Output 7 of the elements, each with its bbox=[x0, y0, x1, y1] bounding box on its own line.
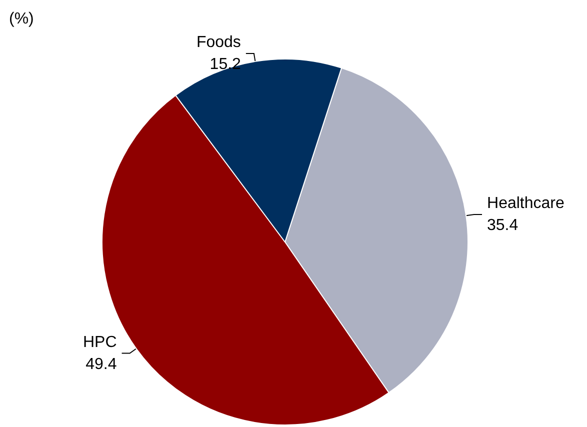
slice-label: Healthcare bbox=[487, 194, 564, 212]
slice-label: HPC bbox=[82, 334, 117, 351]
data-label: 49.4 bbox=[86, 356, 117, 373]
slice-label: Foods bbox=[196, 34, 241, 52]
data-label: 35.4 bbox=[487, 216, 518, 234]
data-label: 15.2 bbox=[210, 56, 242, 74]
chart-title: (%) bbox=[9, 10, 34, 28]
